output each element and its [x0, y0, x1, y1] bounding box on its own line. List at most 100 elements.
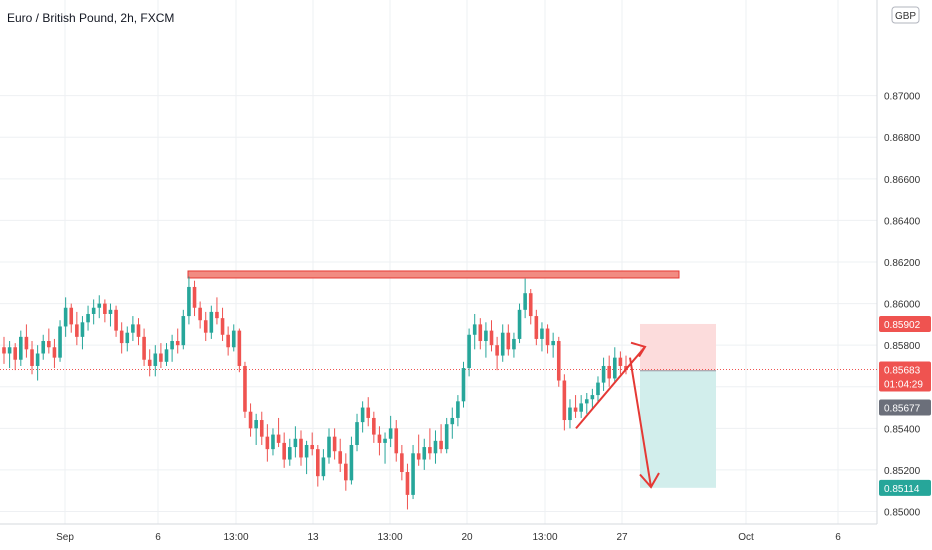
candle-body	[478, 324, 483, 342]
stop-badge: 0.85902	[879, 315, 931, 332]
candle-body	[512, 338, 516, 350]
y-tick-label: 0.86800	[884, 133, 921, 144]
candle-body	[237, 330, 242, 366]
candle	[411, 444, 415, 500]
candle	[215, 297, 219, 325]
candle-body	[394, 428, 399, 454]
currency-label[interactable]: GBP	[891, 6, 920, 24]
candle-body	[181, 316, 186, 346]
candle	[416, 434, 421, 466]
candle-body	[119, 330, 124, 344]
candle	[103, 299, 107, 323]
x-tick-label: 20	[461, 532, 473, 543]
candle-body	[556, 341, 561, 381]
candle-body	[484, 330, 488, 342]
candle	[276, 417, 281, 448]
candle-body	[433, 440, 438, 454]
y-tick-label: 0.86200	[884, 258, 921, 269]
candle	[618, 351, 623, 375]
candle-body	[495, 345, 499, 356]
candle-body	[125, 332, 130, 344]
candle-body	[226, 334, 230, 348]
last-price-badge: 0.85683 01:04:29	[879, 361, 931, 392]
candle-body	[254, 420, 258, 429]
candle	[601, 357, 606, 391]
candle	[75, 311, 79, 346]
candle	[63, 297, 68, 337]
candle-body	[91, 307, 96, 314]
candle	[41, 334, 46, 360]
candle-body	[265, 436, 270, 450]
position-zones[interactable]	[640, 323, 716, 488]
candle	[517, 303, 522, 344]
candle	[248, 403, 253, 437]
candle	[523, 278, 527, 319]
candle	[304, 440, 309, 475]
candle-body	[327, 436, 331, 458]
candle	[108, 303, 113, 327]
candle	[125, 326, 130, 352]
candle-body	[456, 401, 460, 418]
candle-body	[612, 357, 617, 379]
stop-badge-text: 0.85902	[884, 320, 921, 331]
y-tick-label: 0.86600	[884, 175, 921, 186]
grid	[0, 0, 877, 524]
candle	[259, 411, 264, 445]
candle-body	[405, 472, 410, 495]
time-axis[interactable]: Sep 6 13:00 13 13:00 20 13:00 27 Oct 6	[56, 532, 841, 543]
candle	[91, 299, 96, 325]
candle	[203, 311, 208, 342]
candle	[243, 361, 247, 418]
candle	[220, 307, 225, 342]
candle	[607, 355, 611, 387]
price-axis[interactable]: 0.850000.852000.854000.856000.858000.860…	[884, 92, 921, 519]
candle	[2, 336, 6, 364]
candle-body	[282, 442, 286, 460]
candle	[321, 449, 326, 481]
candle-body	[383, 438, 387, 443]
candle	[327, 428, 331, 464]
candle-body	[332, 436, 337, 452]
candle	[147, 349, 152, 377]
y-tick-label: 0.85400	[884, 424, 921, 435]
candle	[13, 343, 18, 371]
candle-body	[215, 311, 219, 319]
candle-body	[388, 428, 393, 439]
candle-body	[579, 403, 583, 412]
candle-body	[590, 395, 595, 400]
candle	[467, 328, 471, 377]
x-tick-label: 27	[616, 532, 628, 543]
x-tick-label: 6	[835, 532, 841, 543]
candle	[293, 426, 298, 458]
candle-body	[534, 316, 539, 339]
y-tick-label: 0.86400	[884, 216, 921, 227]
candle	[450, 407, 455, 439]
candle-body	[400, 453, 404, 473]
target-badge: 0.85114	[879, 479, 931, 496]
candle	[388, 415, 393, 448]
candle	[456, 395, 460, 427]
resistance-zone[interactable]	[187, 270, 680, 279]
candle-body	[338, 451, 343, 464]
rise-arrow-line	[575, 346, 646, 429]
candle	[231, 324, 236, 352]
candle-body	[58, 326, 62, 358]
candle-body	[304, 444, 309, 458]
candle	[80, 316, 85, 350]
candle	[159, 343, 163, 369]
x-tick-label: 13:00	[377, 532, 402, 543]
candle-body	[164, 349, 169, 362]
projection-arrows[interactable]	[575, 341, 660, 489]
candle-body	[299, 438, 303, 458]
candle-body	[131, 324, 135, 333]
candle-body	[461, 368, 466, 402]
candle	[428, 428, 432, 460]
candle	[556, 336, 561, 387]
last-price-badge-text: 0.85683	[884, 366, 921, 377]
candle-body	[444, 424, 449, 450]
candle-body	[203, 320, 208, 333]
candle	[187, 276, 191, 325]
candle	[332, 428, 337, 460]
candle	[271, 428, 275, 456]
